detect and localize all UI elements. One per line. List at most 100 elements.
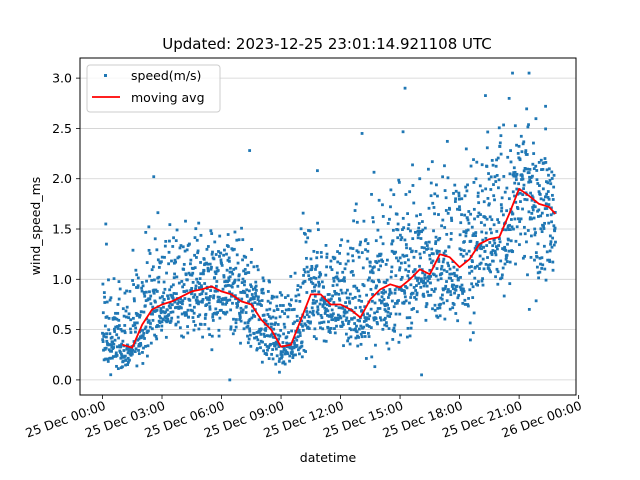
scatter-point — [265, 353, 269, 357]
scatter-point — [296, 335, 300, 339]
scatter-point — [459, 275, 462, 279]
scatter-point — [241, 238, 245, 242]
scatter-point — [105, 339, 109, 343]
scatter-point — [334, 304, 338, 307]
scatter-point — [503, 245, 507, 249]
scatter-point — [469, 338, 472, 342]
scatter-point — [298, 299, 302, 303]
scatter-point — [274, 321, 277, 325]
scatter-point — [226, 299, 230, 302]
scatter-point — [532, 204, 536, 208]
scatter-point — [192, 305, 196, 309]
scatter-point — [104, 335, 108, 339]
scatter-point — [260, 291, 264, 295]
scatter-point — [325, 265, 329, 269]
scatter-point — [484, 187, 488, 191]
scatter-point — [335, 271, 339, 275]
scatter-point — [272, 309, 276, 313]
scatter-point — [273, 332, 277, 336]
scatter-point — [235, 305, 239, 309]
scatter-point — [159, 311, 163, 315]
scatter-point — [162, 291, 166, 295]
scatter-point — [278, 370, 281, 374]
scatter-point — [238, 314, 242, 318]
scatter-point — [231, 301, 234, 305]
scatter-point — [270, 322, 274, 326]
scatter-point — [431, 259, 435, 263]
scatter-point — [497, 178, 501, 182]
scatter-point — [106, 357, 110, 361]
scatter-point — [492, 223, 496, 227]
scatter-point — [429, 281, 432, 285]
scatter-point — [264, 326, 268, 330]
scatter-point — [382, 291, 385, 295]
scatter-point — [264, 319, 268, 323]
scatter-point — [218, 234, 222, 238]
scatter-point — [389, 188, 393, 192]
scatter-point — [248, 298, 252, 302]
scatter-point — [247, 271, 251, 274]
scatter-point — [463, 303, 467, 306]
scatter-point — [436, 278, 440, 282]
scatter-point — [362, 284, 366, 288]
scatter-point — [396, 222, 400, 226]
scatter-point — [199, 233, 203, 237]
scatter-point — [488, 268, 491, 272]
scatter-point — [535, 178, 539, 182]
scatter-point — [548, 249, 552, 253]
scatter-point — [548, 234, 552, 238]
scatter-point — [354, 306, 358, 310]
scatter-point — [343, 267, 347, 271]
scatter-point — [522, 225, 526, 229]
scatter-point — [528, 175, 531, 179]
y-tick-label: 1.0 — [52, 272, 72, 287]
scatter-point — [387, 327, 391, 330]
scatter-point — [250, 248, 254, 251]
scatter-point — [507, 96, 511, 100]
scatter-point — [342, 344, 345, 348]
scatter-point — [387, 307, 391, 310]
scatter-point — [154, 335, 158, 338]
scatter-point — [454, 288, 458, 292]
scatter-point — [322, 298, 326, 302]
scatter-point — [128, 349, 132, 353]
scatter-point — [367, 335, 371, 338]
scatter-point — [290, 347, 294, 351]
scatter-point — [293, 344, 297, 347]
scatter-point — [309, 277, 313, 280]
scatter-point — [155, 248, 159, 252]
scatter-point — [227, 284, 230, 287]
scatter-point — [372, 318, 376, 322]
scatter-point — [281, 341, 285, 344]
scatter-point — [377, 278, 380, 282]
scatter-point — [228, 270, 232, 274]
scatter-point — [305, 265, 309, 269]
scatter-point — [536, 271, 540, 275]
scatter-point — [452, 265, 456, 269]
scatter-point — [457, 191, 461, 195]
scatter-point — [404, 285, 407, 288]
y-tick-label: 2.0 — [52, 171, 72, 186]
scatter-point — [376, 307, 380, 310]
scatter-point — [307, 274, 311, 278]
scatter-point — [398, 268, 401, 272]
scatter-point — [408, 190, 412, 194]
scatter-point — [280, 293, 284, 297]
scatter-point — [375, 261, 379, 265]
y-axis-label: wind_speed_ms — [28, 177, 43, 276]
scatter-point — [186, 325, 189, 328]
scatter-point — [374, 286, 378, 290]
scatter-point — [432, 290, 436, 293]
scatter-point — [420, 230, 423, 234]
scatter-point — [411, 163, 414, 167]
scatter-point — [110, 335, 114, 339]
scatter-point — [251, 297, 255, 301]
scatter-point — [418, 177, 422, 181]
scatter-point — [212, 294, 216, 298]
scatter-point — [542, 198, 546, 202]
scatter-point — [303, 279, 307, 283]
scatter-point — [369, 270, 373, 274]
scatter-point — [215, 312, 219, 316]
scatter-point — [470, 282, 474, 286]
scatter-point — [147, 248, 151, 252]
